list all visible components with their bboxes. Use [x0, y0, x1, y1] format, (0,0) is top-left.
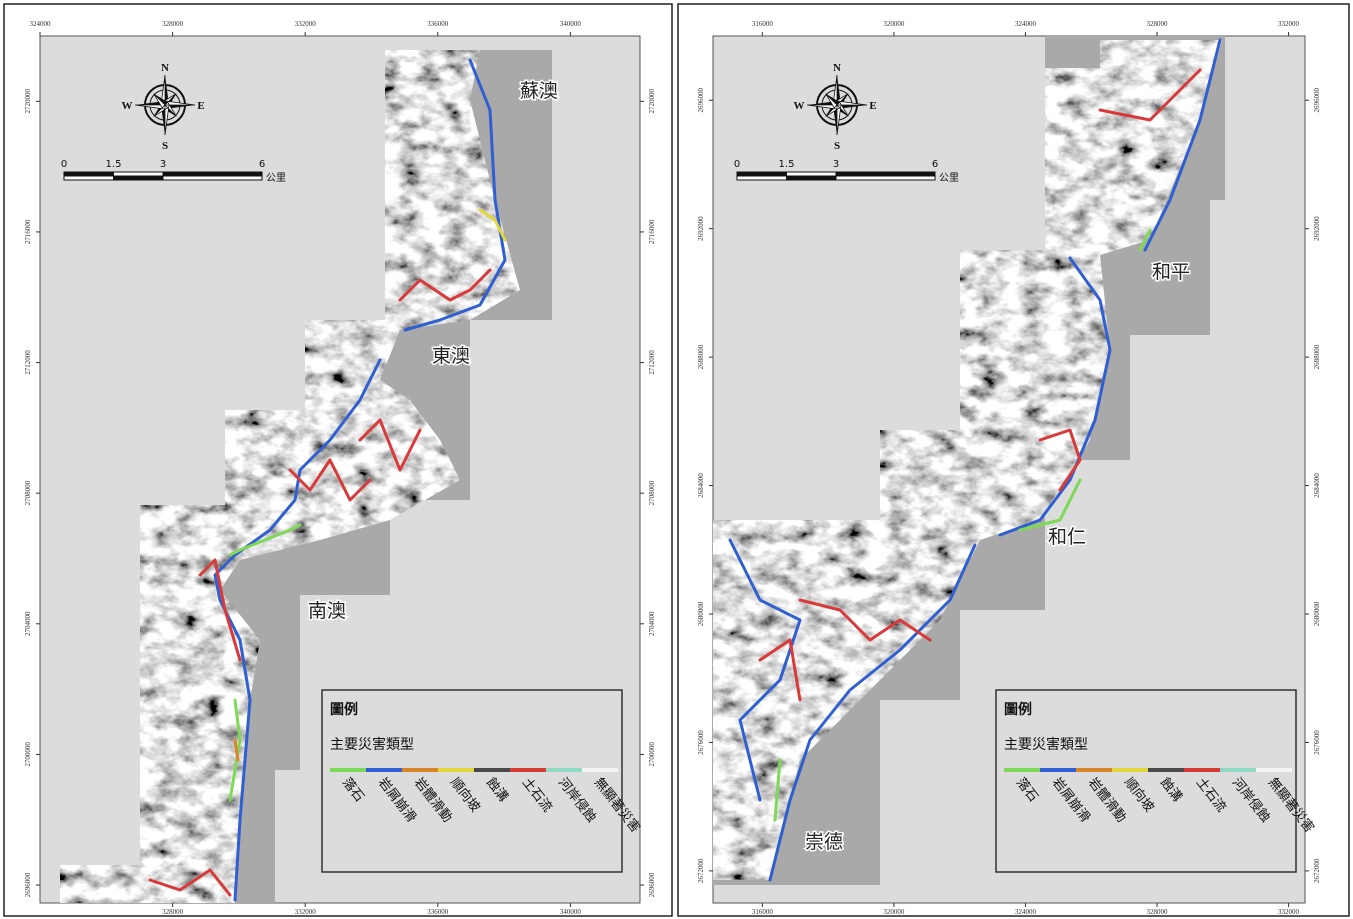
y-tick-label: 2672000	[697, 858, 705, 883]
place-label: 崇德	[805, 831, 843, 853]
scale-segment	[163, 176, 262, 180]
x-tick-label: 340000	[560, 20, 582, 28]
scale-label: 3	[160, 159, 166, 170]
x-tick-label: 316000	[752, 908, 774, 916]
y-tick-label: 2684000	[1313, 473, 1321, 498]
compass-west: W	[122, 100, 133, 112]
x-tick-label: 332000	[1278, 20, 1300, 28]
legend-title: 圖例	[330, 701, 358, 718]
compass-south: S	[162, 140, 168, 152]
legend-subtitle: 主要災害類型	[330, 737, 414, 753]
map-figure: 3240003280003320003360003400003280003320…	[0, 0, 1353, 919]
place-label: 南澳	[308, 600, 346, 622]
legend-title: 圖例	[1004, 701, 1032, 718]
y-tick-label: 2704000	[24, 611, 32, 636]
map-panel: 316000 320000 324000 328000 332000 316000 3200…	[697, 20, 1321, 916]
x-tick-label: 332000	[295, 20, 317, 28]
compass-east: E	[869, 100, 876, 112]
y-tick-label: 2716000	[24, 219, 32, 244]
x-tick-label: 320000	[883, 908, 905, 916]
y-tick-label: 2712000	[24, 350, 32, 375]
y-tick-label: 2696000	[697, 87, 705, 112]
scale-unit: 公里	[266, 172, 286, 184]
scale-segment	[787, 172, 837, 176]
scale-segment	[737, 176, 787, 180]
scale-label: 0	[734, 159, 740, 170]
scale-segment	[836, 172, 935, 176]
compass-east: E	[197, 100, 204, 112]
scale-label: 0	[61, 159, 67, 170]
scale-segment	[737, 172, 787, 176]
y-tick-label: 2704000	[648, 611, 656, 636]
compass-west: W	[794, 100, 805, 112]
x-tick-label: 324000	[1015, 908, 1037, 916]
y-tick-label: 2700000	[648, 742, 656, 767]
y-tick-label: 2680000	[1313, 601, 1321, 626]
scale-label: 6	[259, 159, 265, 170]
scale-segment	[787, 176, 837, 180]
scale-segment	[836, 176, 935, 180]
y-tick-label: 2672000	[1313, 858, 1321, 883]
scale-segment	[64, 172, 114, 176]
x-tick-label: 340000	[560, 908, 582, 916]
x-tick-label: 324000	[30, 20, 52, 28]
y-tick-label: 2712000	[648, 350, 656, 375]
legend-subtitle: 主要災害類型	[1004, 737, 1088, 753]
compass-south: S	[834, 140, 840, 152]
y-tick-label: 2688000	[1313, 344, 1321, 369]
y-tick-label: 2688000	[697, 344, 705, 369]
map-panel: 324000 328000 332000 336000 340000 328000 3320…	[24, 20, 656, 916]
x-tick-label: 336000	[427, 20, 449, 28]
x-tick-label: 320000	[883, 20, 905, 28]
scale-segment	[114, 172, 164, 176]
scale-label: 3	[833, 159, 839, 170]
x-tick-label: 332000	[1278, 908, 1300, 916]
x-tick-label: 316000	[752, 20, 774, 28]
place-label: 和平	[1152, 261, 1190, 283]
y-tick-label: 2700000	[24, 742, 32, 767]
y-tick-label: 2692000	[697, 216, 705, 241]
scale-label: 6	[932, 159, 938, 170]
scale-unit: 公里	[939, 172, 959, 184]
y-tick-label: 2680000	[697, 601, 705, 626]
compass-north: N	[833, 62, 841, 74]
y-tick-label: 2696000	[648, 872, 656, 897]
scale-segment	[114, 176, 164, 180]
y-tick-label: 2692000	[1313, 216, 1321, 241]
x-tick-label: 328000	[1147, 20, 1169, 28]
x-tick-label: 328000	[162, 908, 184, 916]
compass-north: N	[161, 62, 169, 74]
x-tick-label: 324000	[1015, 20, 1037, 28]
y-tick-label: 2676000	[1313, 730, 1321, 755]
place-label: 東澳	[432, 345, 470, 367]
x-tick-label: 328000	[1147, 908, 1169, 916]
y-tick-label: 2720000	[648, 89, 656, 114]
y-tick-label: 2676000	[697, 730, 705, 755]
y-tick-label: 2696000	[24, 872, 32, 897]
y-tick-label: 2720000	[24, 89, 32, 114]
place-label: 和仁	[1048, 526, 1086, 548]
y-tick-label: 2716000	[648, 219, 656, 244]
scale-label: 1.5	[106, 159, 122, 170]
legend-box	[322, 690, 622, 872]
scale-segment	[64, 176, 114, 180]
legend-box	[996, 690, 1296, 872]
place-label: 蘇澳	[520, 80, 558, 102]
scale-segment	[163, 172, 262, 176]
y-tick-label: 2708000	[648, 480, 656, 505]
x-tick-label: 332000	[295, 908, 317, 916]
x-tick-label: 336000	[427, 908, 449, 916]
scale-label: 1.5	[779, 159, 795, 170]
y-tick-label: 2684000	[697, 473, 705, 498]
y-tick-label: 2708000	[24, 480, 32, 505]
x-tick-label: 328000	[162, 20, 184, 28]
y-tick-label: 2696000	[1313, 87, 1321, 112]
